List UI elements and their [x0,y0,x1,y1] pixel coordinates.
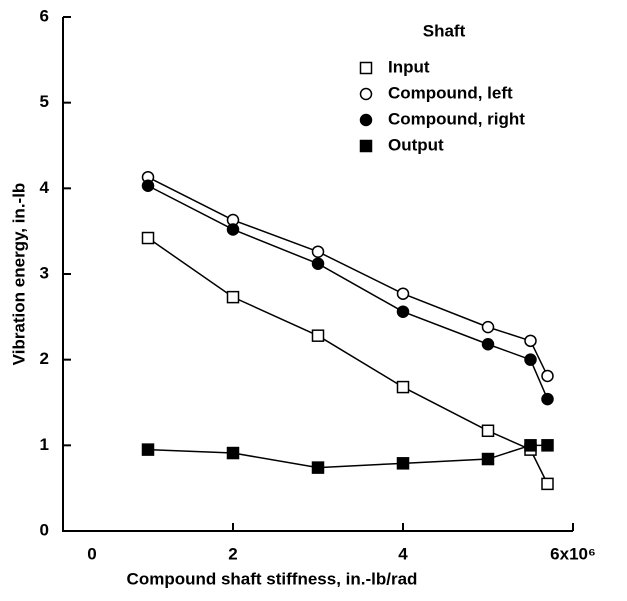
y-tick-label: 3 [40,263,49,282]
point [481,424,495,438]
y-tick-label: 0 [40,520,49,539]
point [396,287,410,300]
x-tick-label: 6x10⁶ [550,544,596,563]
legend-marker [359,139,373,153]
point [396,457,410,470]
point [311,461,325,474]
legend-label: Compound, right [388,109,525,128]
y-tick-label: 4 [40,178,50,197]
legend-label: Compound, left [388,83,513,102]
point [141,443,155,456]
point [541,392,554,406]
y-tick-label: 6 [40,6,49,25]
legend-marker [359,61,373,75]
point [226,290,240,304]
legend-marker [359,113,373,127]
point [524,439,537,452]
x-tick-label: 0 [87,544,96,563]
point [396,380,410,394]
series-line [147,185,549,400]
point [311,329,325,342]
point [524,353,537,366]
legend-title: Shaft [423,21,466,40]
point [311,245,325,258]
legend-marker [359,87,373,101]
point [541,477,554,491]
x-tick-label: 2 [228,544,237,563]
y-tick-label: 5 [40,92,49,111]
point [481,452,495,466]
point [481,320,495,334]
point [226,446,240,460]
point [226,223,240,236]
point [541,369,554,383]
x-tick-label: 4 [398,544,408,563]
point [524,334,537,348]
legend-label: Output [388,135,444,154]
y-axis-label: Vibration energy, in.-lb [9,183,28,366]
y-tick-label: 1 [40,435,49,454]
series-line [147,237,549,485]
x-axis-label: Compound shaft stiffness, in.-lb/rad [127,569,418,588]
point [481,337,495,351]
point [311,257,325,270]
y-tick-label: 2 [40,349,49,368]
point [396,305,410,318]
legend-label: Input [388,57,430,76]
point [141,231,155,245]
point [541,439,554,452]
point [141,179,155,193]
